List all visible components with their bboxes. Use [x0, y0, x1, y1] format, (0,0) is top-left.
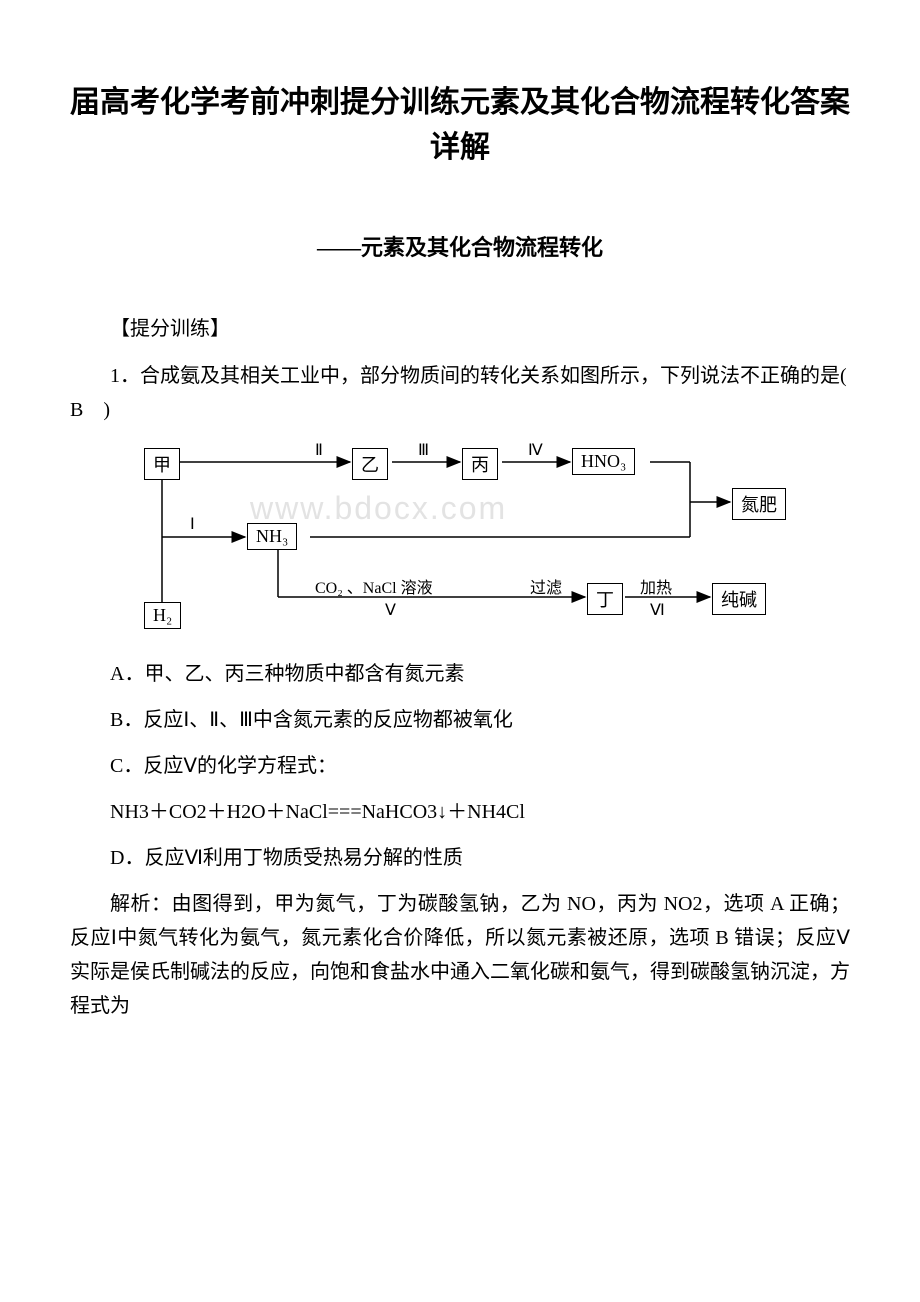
section-label: 【提分训练】	[70, 312, 850, 341]
label-V: Ⅴ	[385, 600, 396, 620]
node-chunjian: 纯碱	[712, 583, 766, 615]
label-cond-v: CO₂ 、NaCl 溶液	[315, 574, 433, 598]
node-bing: 丙	[462, 448, 498, 480]
label-I: Ⅰ	[190, 514, 195, 534]
label-IV: Ⅳ	[528, 440, 543, 460]
label-III: Ⅲ	[418, 440, 429, 460]
option-D: D．反应Ⅵ利用丁物质受热易分解的性质	[70, 841, 850, 875]
option-C: C．反应Ⅴ的化学方程式：	[70, 749, 850, 783]
question-text: 1．合成氨及其相关工业中，部分物质间的转化关系如图所示，下列说法不正确的是( B…	[70, 359, 850, 427]
explanation-text: 解析：由图得到，甲为氮气，丁为碳酸氢钠，乙为 NO，丙为 NO2，选项 A 正确…	[70, 887, 850, 1023]
option-C-equation: NH3＋CO2＋H2O＋NaCl===NaHCO3↓＋NH4Cl	[70, 795, 850, 829]
flowchart-diagram: www.bdocx.com	[130, 442, 790, 637]
node-yi: 乙	[352, 448, 388, 480]
diagram-container: www.bdocx.com	[70, 442, 850, 637]
diagram-arrows	[130, 442, 790, 637]
node-danfei: 氮肥	[732, 488, 786, 520]
page-title: 届高考化学考前冲刺提分训练元素及其化合物流程转化答案 详解	[70, 80, 850, 170]
subtitle: ——元素及其化合物流程转化	[70, 230, 850, 262]
node-h2: H₂	[144, 602, 181, 629]
node-jia: 甲	[144, 448, 180, 480]
option-A: A．甲、乙、丙三种物质中都含有氮元素	[70, 657, 850, 691]
label-jiare: 加热	[640, 574, 672, 598]
node-nh3: NH₃	[247, 523, 297, 550]
label-guolv: 过滤	[530, 574, 562, 598]
label-II: Ⅱ	[315, 440, 323, 460]
node-ding: 丁	[587, 583, 623, 615]
label-VI: Ⅵ	[650, 600, 665, 620]
option-B: B．反应Ⅰ、Ⅱ、Ⅲ中含氮元素的反应物都被氧化	[70, 703, 850, 737]
node-hno3: HNO₃	[572, 448, 635, 475]
